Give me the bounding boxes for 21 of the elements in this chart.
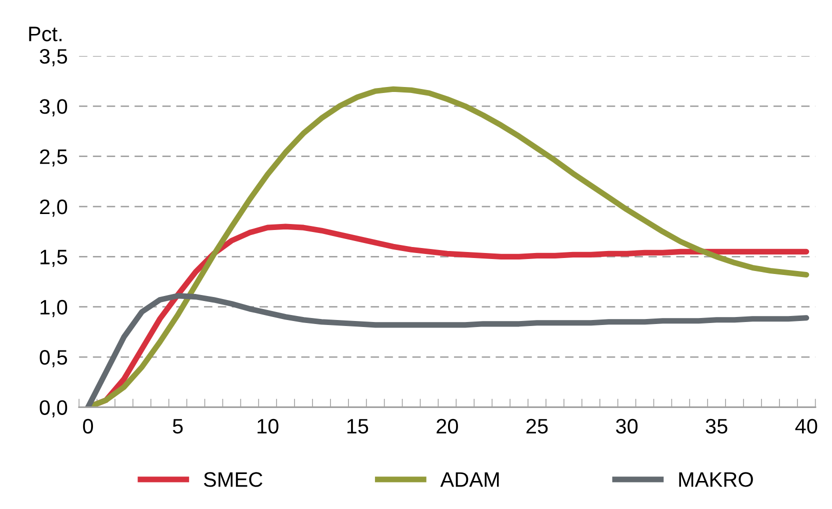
x-tick-label: 20 xyxy=(436,418,458,434)
x-tick-label: 0 xyxy=(83,418,93,434)
y-tick-label: 1,5 xyxy=(40,250,68,267)
y-tick-label: 2,0 xyxy=(40,200,68,217)
x-tick-label: 5 xyxy=(172,419,183,434)
y-tick-label: 2,5 xyxy=(40,149,68,167)
y-tick-label: 0,5 xyxy=(40,350,68,368)
y-tick-label: 3,5 xyxy=(40,48,68,66)
y-tick-label: 3,0 xyxy=(40,99,68,116)
x-tick-label: 15 xyxy=(347,419,368,434)
legend-label: MAKRO xyxy=(679,472,753,487)
x-tick-label: 25 xyxy=(526,418,548,434)
x-tick-label: 35 xyxy=(706,418,728,434)
y-tick-label: 1,0 xyxy=(40,300,68,318)
x-tick-label: 10 xyxy=(258,418,278,434)
x-tick-label: 30 xyxy=(616,418,638,434)
y-axis-title: Pct. xyxy=(29,26,62,42)
legend-label: SMEC xyxy=(204,472,262,487)
x-tick-label: 40 xyxy=(795,418,818,434)
legend-label: ADAM xyxy=(440,472,499,487)
y-tick-label: 0,0 xyxy=(40,400,68,418)
